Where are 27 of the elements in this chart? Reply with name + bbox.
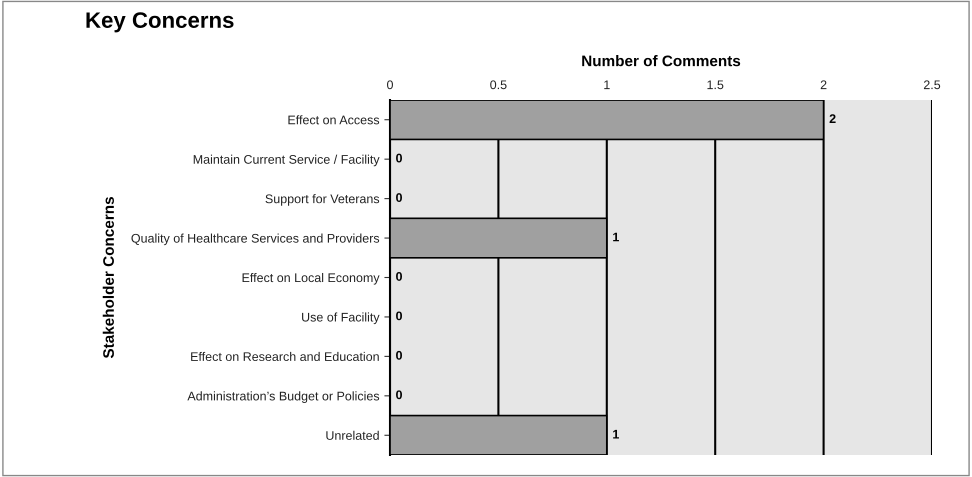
data-label: 0 [396,193,402,202]
x-tick-label: 0 [387,80,393,90]
y-tick-label: Effect on Local Economy [242,272,380,285]
x-tick-label: 1 [604,80,610,90]
x-tick-label: 0.5 [490,80,507,90]
text: Key Concerns [86,12,234,32]
data-label: 0 [396,272,402,281]
y-axis-title: Stakeholder Concerns [102,197,114,358]
y-tick-label: Use of Facility [302,312,380,324]
y-tick-label: Unrelated [326,430,379,440]
data-label: 2 [830,114,836,123]
x-tick-label: 2 [820,80,826,90]
y-tick-label: Effect on Research and Education [191,352,379,362]
y-tick-label: Administration’s Budget or Policies [187,391,380,403]
data-label: 1 [613,430,619,439]
data-label: 0 [396,390,402,400]
x-tick-label: 1.5 [707,80,724,90]
data-label: 1 [613,232,619,242]
data-label: 0 [396,311,402,320]
data-label: 0 [396,154,402,163]
y-tick-label: Maintain Current Service / Facility [194,154,380,166]
x-tick-label: 2.5 [924,80,940,90]
x-axis-title: Number of Comments [582,55,740,66]
y-tick-label: Effect on Access [288,115,380,124]
y-tick-label: Quality of Healthcare Services and Providers [131,234,380,246]
data-label: 0 [396,350,402,360]
y-tick-label: Support for Veterans [266,194,380,206]
